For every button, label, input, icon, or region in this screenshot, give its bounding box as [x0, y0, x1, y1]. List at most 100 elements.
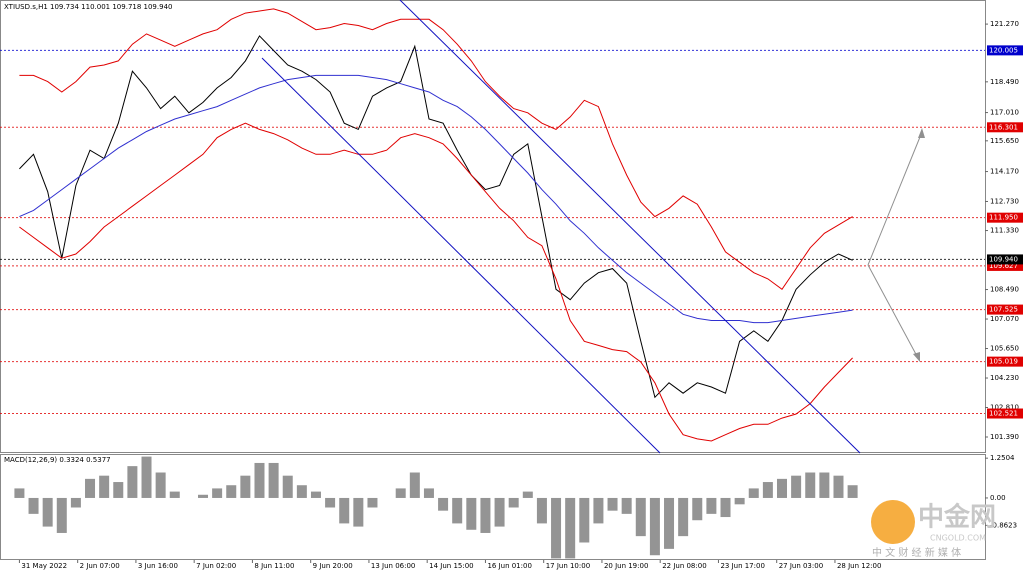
x-tick-label: 31 May 2022	[21, 562, 67, 570]
channel-line	[399, 0, 861, 454]
macd-bar	[169, 491, 180, 498]
x-tick-label: 20 Jun 19:00	[604, 562, 648, 570]
price-line	[19, 122, 853, 442]
y-tick-label: 115.650	[990, 137, 1019, 145]
macd-bar	[664, 497, 675, 549]
macd-bar	[438, 497, 449, 511]
macd-bar	[536, 497, 547, 524]
watermark-site: CNGOLD.COM	[930, 534, 986, 543]
x-tick-label: 23 Jun 17:00	[720, 562, 764, 570]
macd-bar	[466, 497, 477, 530]
y-tick-label: 112.730	[990, 197, 1019, 205]
x-tick-label: 8 Jun 11:00	[254, 562, 294, 570]
level-tag	[987, 260, 1023, 271]
level-label: 105.019	[989, 358, 1018, 366]
y-tick-label: 0.00	[990, 494, 1006, 502]
level-tag	[987, 212, 1023, 223]
macd-title: MACD(12,26,9) 0.3324 0.5377	[4, 456, 111, 464]
y-tick-label: -0.8623	[990, 521, 1017, 529]
level-tag	[987, 122, 1023, 133]
macd-bar	[734, 497, 745, 505]
macd-bar	[706, 497, 717, 514]
y-tick-label: 105.650	[990, 345, 1019, 353]
arrowhead	[918, 128, 925, 138]
y-tick-label: 117.010	[990, 109, 1019, 117]
macd-bar	[791, 475, 802, 498]
price-line	[19, 8, 853, 291]
macd-bar	[367, 497, 378, 508]
macd-bar	[212, 488, 223, 498]
y-tick-label: 111.330	[990, 227, 1019, 235]
macd-bar	[226, 485, 237, 498]
macd-bar	[113, 482, 124, 498]
level-label: 120.005	[989, 46, 1018, 54]
x-tick-label: 9 Jun 20:00	[313, 562, 353, 570]
arrow	[867, 131, 923, 266]
y-tick-label: 1.2504	[990, 454, 1015, 462]
macd-bar	[579, 497, 590, 543]
logo	[871, 500, 915, 544]
macd-bar	[14, 488, 25, 498]
y-tick-label: 114.170	[990, 168, 1019, 176]
macd-bar	[296, 485, 307, 498]
macd-bar	[480, 497, 491, 533]
macd-bar	[692, 497, 703, 521]
x-tick-label: 27 Jun 03:00	[779, 562, 823, 570]
macd-bar	[28, 497, 39, 514]
macd-bar	[85, 478, 96, 498]
macd-bar	[748, 488, 759, 498]
macd-bar	[847, 485, 858, 498]
macd-bar	[99, 475, 110, 498]
macd-bar	[198, 494, 209, 498]
macd-bar	[621, 497, 632, 514]
macd-bar	[155, 472, 166, 498]
macd-bar	[720, 497, 731, 518]
macd-bar	[635, 497, 646, 537]
level-tag	[987, 254, 1023, 265]
y-tick-label: 121.270	[990, 20, 1019, 28]
macd-bar	[522, 491, 533, 498]
macd-bar	[339, 497, 350, 524]
macd-bar	[70, 497, 81, 508]
watermark-slogan: 中 文 财 经 新 媒 体	[872, 546, 961, 559]
macd-bar	[56, 497, 67, 533]
main-panel	[0, 0, 986, 453]
macd-bar	[833, 475, 844, 498]
y-tick-label: 108.490	[990, 286, 1019, 294]
price-line	[19, 74, 853, 324]
macd-panel	[0, 454, 986, 560]
watermark-brand: 中金网	[918, 502, 996, 533]
x-tick-label: 22 Jun 08:00	[662, 562, 706, 570]
x-tick-label: 28 Jun 12:00	[837, 562, 881, 570]
level-label: 116.301	[989, 123, 1018, 131]
channel-line	[261, 57, 661, 454]
level-label: 102.521	[989, 410, 1018, 418]
macd-bar	[805, 472, 816, 498]
y-tick-label: 102.810	[990, 404, 1019, 412]
y-tick-label: 101.390	[990, 433, 1019, 441]
macd-bar	[42, 497, 53, 527]
macd-bar	[141, 456, 152, 498]
y-tick-label: 118.490	[990, 78, 1019, 86]
macd-bar	[593, 497, 604, 524]
level-label: 111.950	[989, 214, 1018, 222]
level-tag	[987, 45, 1023, 56]
x-tick-label: 14 Jun 15:00	[429, 562, 473, 570]
level-label: 109.940	[989, 255, 1018, 263]
macd-bar	[423, 488, 434, 498]
macd-bar	[607, 497, 618, 511]
macd-bar	[353, 497, 364, 527]
arrow	[867, 264, 919, 359]
level-label: 107.525	[989, 306, 1018, 314]
level-tag	[987, 356, 1023, 367]
macd-bar	[452, 497, 463, 524]
x-tick-label: 7 Jun 02:00	[196, 562, 236, 570]
macd-bar	[649, 497, 660, 556]
x-tick-label: 13 Jun 06:00	[371, 562, 415, 570]
macd-bar	[282, 475, 293, 498]
macd-bar	[776, 478, 787, 498]
macd-bar	[819, 472, 830, 498]
macd-bar	[127, 466, 138, 498]
